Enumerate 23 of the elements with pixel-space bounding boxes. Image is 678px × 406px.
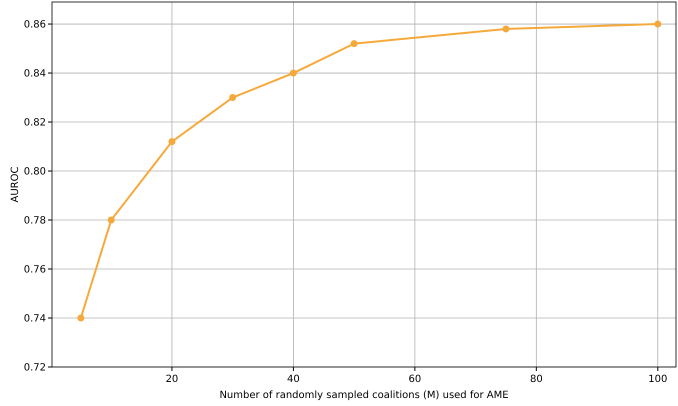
y-tick-label: 0.86 xyxy=(24,20,46,31)
y-tick-label: 0.76 xyxy=(24,264,46,276)
y-tick-label: 0.80 xyxy=(24,166,46,178)
y-tick-label: 0.78 xyxy=(24,216,46,227)
point xyxy=(229,94,236,102)
y-tick-label: 0.82 xyxy=(24,118,46,129)
point xyxy=(77,314,84,322)
y-tick-label: 0.74 xyxy=(24,314,46,325)
point xyxy=(502,25,510,32)
point xyxy=(350,40,358,48)
x-tick-label: 80 xyxy=(530,374,543,385)
y-axis-title: AUROC xyxy=(10,166,21,202)
x-tick-label: 60 xyxy=(408,374,422,385)
point xyxy=(654,20,662,28)
point xyxy=(290,70,297,77)
point xyxy=(108,216,115,224)
x-axis-title: Number of randomly sampled coalitions (M) used for AME xyxy=(219,390,509,401)
x-tick-label: 40 xyxy=(287,374,300,385)
y-tick-label: 0.84 xyxy=(24,68,46,80)
point xyxy=(168,138,176,146)
x-tick-label: 100 xyxy=(648,374,668,385)
y-tick-label: 0.72 xyxy=(24,362,46,374)
x-tick-label: 20 xyxy=(166,374,178,385)
